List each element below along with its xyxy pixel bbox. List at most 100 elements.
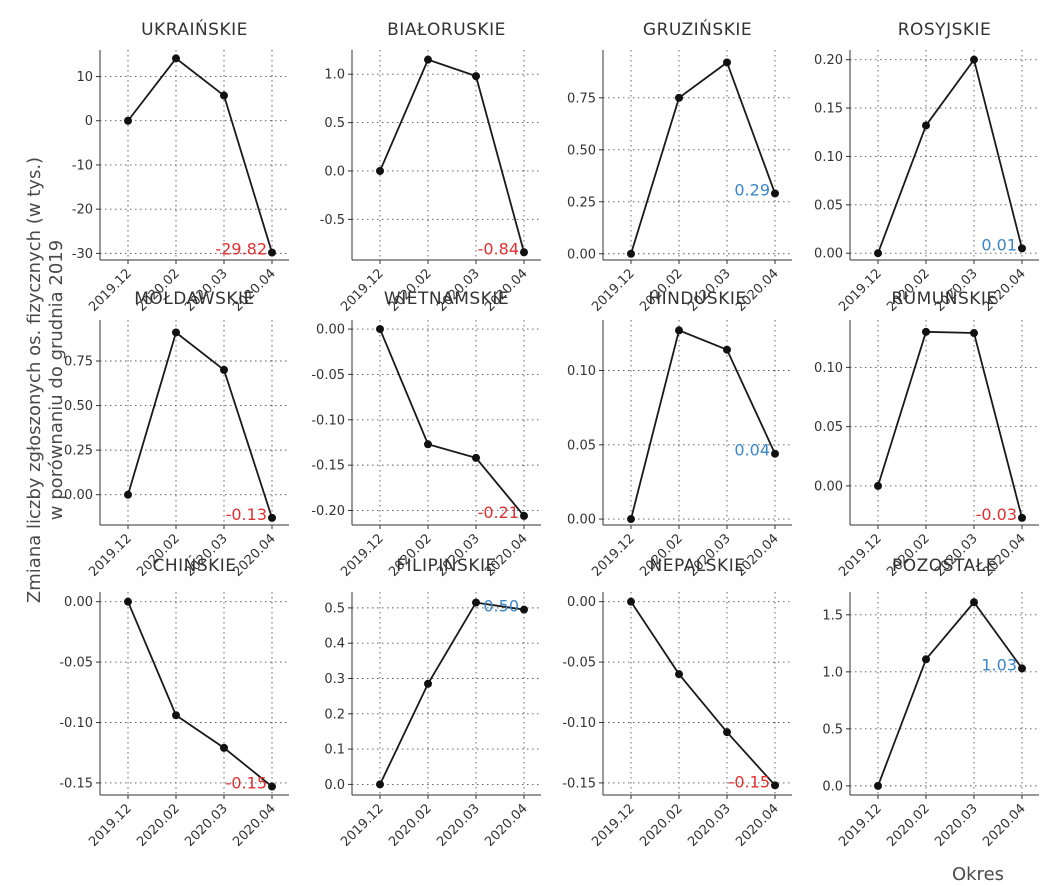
- x-tick-label: 2020.02: [637, 801, 686, 850]
- series-line: [630, 61, 776, 255]
- data-point: [376, 780, 384, 789]
- last-value-label: -0.13: [226, 505, 267, 524]
- data-point: [627, 249, 635, 258]
- y-tick-label: 0.2: [324, 707, 345, 722]
- y-tick-label: 10: [76, 70, 93, 85]
- y-tick-label: 0.5: [324, 116, 345, 131]
- panel-title: WIETNAMSKIE: [384, 289, 509, 309]
- y-tick-label: 0.20: [814, 53, 843, 68]
- y-tick-label: 0.5: [324, 601, 345, 616]
- x-tick-label: 2019.12: [589, 531, 638, 580]
- y-tick-label: 0.05: [814, 198, 843, 213]
- y-tick-label: 0.1: [324, 743, 345, 758]
- data-point: [723, 58, 731, 67]
- data-point: [172, 328, 180, 337]
- y-tick-label: -0.05: [311, 368, 345, 383]
- y-tick-label: 0.75: [64, 355, 93, 370]
- data-point: [376, 325, 384, 334]
- last-value-label: 0.50: [483, 597, 519, 616]
- last-value-label: 1.03: [981, 655, 1017, 674]
- data-point: [472, 453, 480, 462]
- x-tick-label: 2020.04: [733, 801, 782, 850]
- x-tick-label: 2019.12: [86, 531, 135, 580]
- y-tick-label: 0.10: [814, 361, 843, 376]
- data-point: [472, 598, 480, 607]
- x-tick-label: 2019.12: [836, 266, 885, 315]
- y-tick-label: -0.10: [59, 716, 93, 731]
- data-point: [520, 248, 528, 257]
- last-value-label: -0.21: [478, 503, 519, 522]
- series-line: [877, 330, 1023, 519]
- x-tick-label: 2019.12: [836, 531, 885, 580]
- x-tick-label: 2020.04: [482, 801, 531, 850]
- data-point: [424, 55, 432, 64]
- data-point: [220, 91, 228, 100]
- y-tick-label: 0.50: [567, 143, 596, 158]
- last-value-label: 0.29: [734, 180, 770, 199]
- x-tick-label: 2020.03: [685, 801, 734, 850]
- x-tick-label: 2019.12: [86, 266, 135, 315]
- y-tick-label: -0.15: [562, 776, 596, 791]
- data-point: [124, 597, 132, 606]
- data-point: [627, 515, 635, 524]
- y-tick-label: -0.05: [59, 656, 93, 671]
- series-line: [379, 328, 525, 517]
- x-tick-label: 2019.12: [338, 801, 387, 850]
- panel-title: MOŁDAWSKIE: [134, 289, 255, 309]
- y-tick-label: 0.05: [814, 420, 843, 435]
- x-axis-label: Okres: [952, 864, 1004, 885]
- last-value-label: -29.82: [215, 240, 267, 259]
- data-point: [1018, 664, 1026, 673]
- panel-6: WIETNAMSKIE 0.00 -0.05 -0.10 -0.15 -0.20 2019.…: [311, 289, 541, 580]
- y-tick-label: 0.00: [64, 488, 93, 503]
- panel-title: GRUZIŃSKIE: [643, 18, 752, 40]
- y-tick-label: 0.00: [814, 247, 843, 262]
- y-tick-label: -10: [72, 158, 93, 173]
- y-tick-label: 0.00: [567, 513, 596, 528]
- panel-title: POZOSTAŁE: [892, 556, 997, 576]
- data-point: [472, 72, 480, 81]
- panel-title: HINDUSKIE: [648, 289, 746, 309]
- y-axis-label-line-1: Zmiana liczby zgłoszonych os. fizycznych…: [24, 157, 45, 603]
- data-point: [268, 248, 276, 257]
- data-point: [520, 511, 528, 520]
- data-point: [1018, 513, 1026, 522]
- panel-title: NEPALSKIE: [650, 556, 746, 576]
- data-point: [723, 728, 731, 737]
- x-tick-label: 2019.12: [836, 801, 885, 850]
- y-tick-label: 0.25: [567, 195, 596, 210]
- y-tick-label: 0.75: [567, 91, 596, 106]
- x-tick-label: 2020.02: [386, 801, 435, 850]
- last-value-label: -0.03: [976, 505, 1017, 524]
- data-point: [424, 679, 432, 688]
- data-point: [376, 166, 384, 175]
- data-point: [220, 743, 228, 752]
- y-tick-label: 1.0: [822, 665, 843, 680]
- y-tick-label: 0.3: [324, 672, 345, 687]
- data-point: [627, 597, 635, 606]
- series-line: [379, 601, 525, 785]
- data-point: [1018, 244, 1026, 253]
- last-value-label: -0.15: [226, 774, 267, 793]
- y-tick-label: 0.25: [64, 444, 93, 459]
- y-tick-label: 0.15: [814, 102, 843, 117]
- y-tick-label: -0.05: [562, 656, 596, 671]
- data-point: [424, 440, 432, 449]
- data-point: [771, 189, 779, 198]
- x-tick-label: 2019.12: [338, 266, 387, 315]
- series-line: [127, 330, 273, 519]
- data-point: [268, 782, 276, 791]
- y-tick-label: -0.15: [59, 776, 93, 791]
- data-point: [220, 365, 228, 374]
- y-tick-label: 0.0: [324, 778, 345, 793]
- last-value-label: 0.04: [734, 441, 770, 460]
- data-point: [268, 513, 276, 522]
- y-tick-label: 0.10: [814, 150, 843, 165]
- data-point: [124, 490, 132, 499]
